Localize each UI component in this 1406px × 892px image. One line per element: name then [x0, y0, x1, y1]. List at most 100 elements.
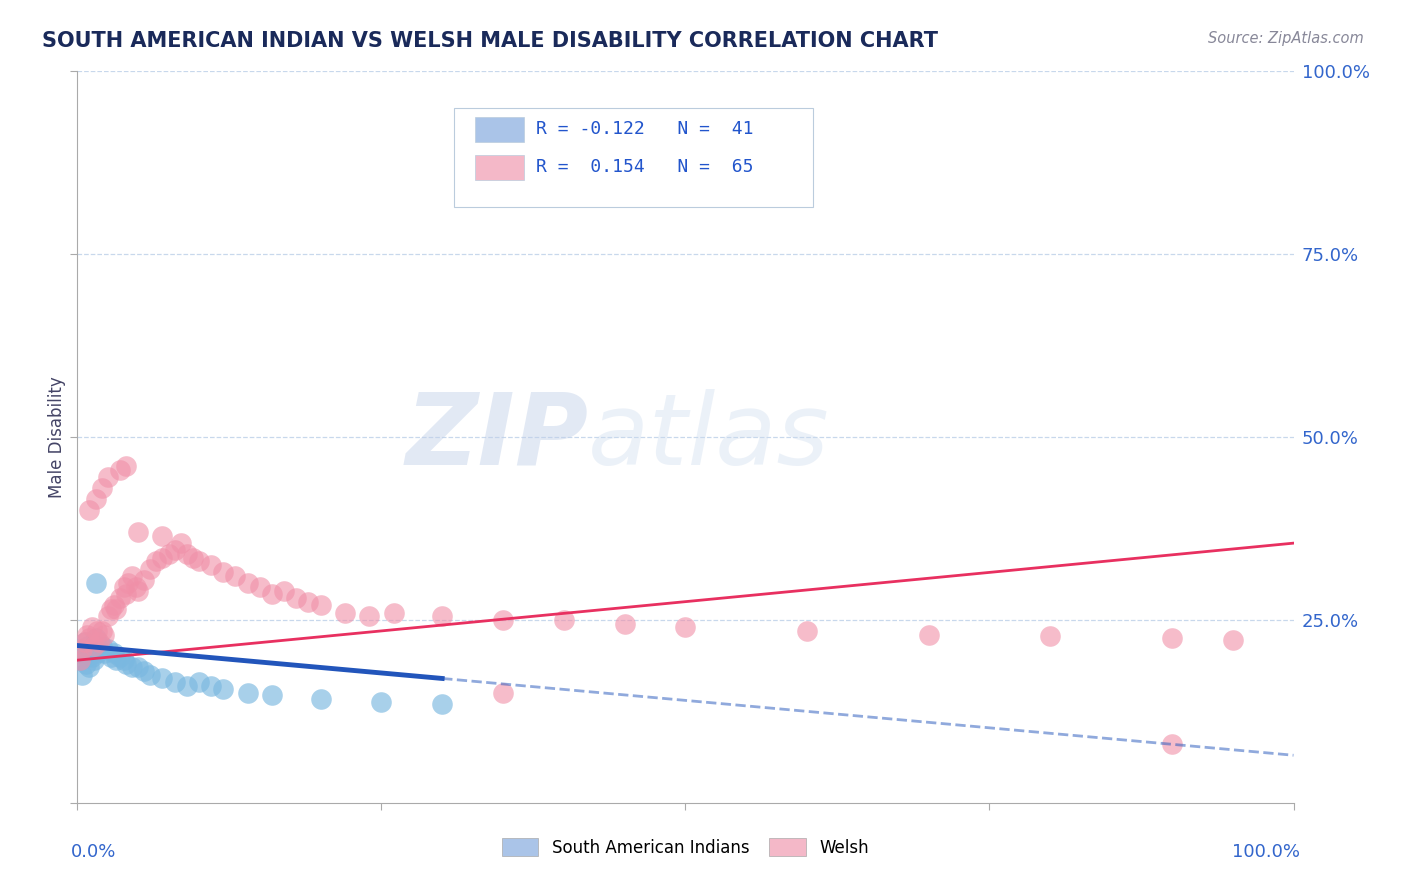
Point [79, 632, 101, 646]
Point [121, 569, 143, 583]
Point [224, 569, 246, 583]
Point [152, 672, 174, 686]
Point [90, 639, 112, 653]
Point [1161, 632, 1184, 646]
Point [72, 646, 94, 660]
Point [76, 627, 98, 641]
Point [79, 660, 101, 674]
Point [1222, 633, 1244, 648]
Point [212, 682, 235, 697]
Point [170, 536, 193, 550]
Point [309, 599, 332, 613]
Point [97, 609, 120, 624]
Point [84, 576, 107, 591]
Point [103, 646, 125, 660]
Point [117, 576, 139, 591]
Point [553, 613, 575, 627]
Text: R =  0.154   N =  65: R = 0.154 N = 65 [536, 158, 754, 177]
Point [90, 624, 112, 638]
Text: ZIP: ZIP [405, 389, 588, 485]
Point [200, 558, 222, 573]
Point [83, 639, 105, 653]
Point [675, 620, 697, 634]
Point [70, 642, 93, 657]
Point [73, 635, 96, 649]
Text: SOUTH AMERICAN INDIAN VS WELSH MALE DISABILITY CORRELATION CHART: SOUTH AMERICAN INDIAN VS WELSH MALE DISA… [42, 31, 938, 51]
Point [157, 547, 180, 561]
Point [93, 646, 115, 660]
Point [84, 492, 107, 507]
Point [333, 606, 356, 620]
Point [796, 624, 818, 638]
Point [108, 649, 131, 664]
Bar [475, 154, 523, 180]
Point [145, 554, 167, 568]
Point [77, 639, 100, 653]
Point [176, 679, 198, 693]
Point [134, 664, 156, 678]
Text: 100.0%: 100.0% [1232, 843, 1299, 861]
Point [108, 591, 131, 605]
Point [80, 649, 103, 664]
Point [90, 481, 112, 495]
Point [125, 580, 148, 594]
Point [918, 627, 941, 641]
Point [236, 576, 259, 591]
Point [73, 635, 96, 649]
Point [297, 594, 319, 608]
Point [121, 660, 143, 674]
Point [83, 653, 105, 667]
Point [139, 562, 162, 576]
Point [176, 547, 198, 561]
Point [79, 503, 101, 517]
Point [613, 616, 636, 631]
Point [134, 573, 156, 587]
Point [108, 463, 131, 477]
Point [285, 591, 308, 605]
Point [127, 583, 149, 598]
Point [75, 657, 97, 671]
Bar [475, 117, 523, 143]
Point [115, 459, 138, 474]
Point [1039, 629, 1062, 643]
Y-axis label: Male Disability: Male Disability [48, 376, 66, 498]
Point [112, 653, 135, 667]
Text: atlas: atlas [588, 389, 830, 485]
Text: Source: ZipAtlas.com: Source: ZipAtlas.com [1208, 31, 1364, 46]
Point [70, 667, 93, 681]
Text: 0.0%: 0.0% [72, 843, 117, 861]
Point [100, 649, 122, 664]
Point [181, 550, 204, 565]
Point [69, 653, 91, 667]
Point [249, 580, 271, 594]
Point [152, 550, 174, 565]
Point [97, 470, 120, 484]
Point [188, 675, 211, 690]
Point [139, 667, 162, 681]
Point [163, 675, 186, 690]
Point [188, 554, 211, 568]
Point [200, 679, 222, 693]
Point [236, 686, 259, 700]
Point [273, 583, 295, 598]
Point [382, 606, 405, 620]
Point [1161, 737, 1184, 751]
Point [80, 620, 103, 634]
Point [93, 627, 115, 641]
Point [163, 543, 186, 558]
Point [76, 649, 98, 664]
Legend: South American Indians, Welsh: South American Indians, Welsh [502, 838, 869, 856]
Text: R = -0.122   N =  41: R = -0.122 N = 41 [536, 120, 754, 138]
Point [86, 646, 108, 660]
Point [359, 609, 381, 624]
Point [80, 642, 103, 657]
Point [260, 688, 283, 702]
Point [127, 660, 149, 674]
Point [115, 587, 138, 601]
Point [82, 639, 104, 653]
FancyBboxPatch shape [454, 108, 813, 207]
Point [89, 642, 111, 657]
Point [69, 653, 91, 667]
Point [86, 624, 108, 638]
Point [260, 587, 283, 601]
